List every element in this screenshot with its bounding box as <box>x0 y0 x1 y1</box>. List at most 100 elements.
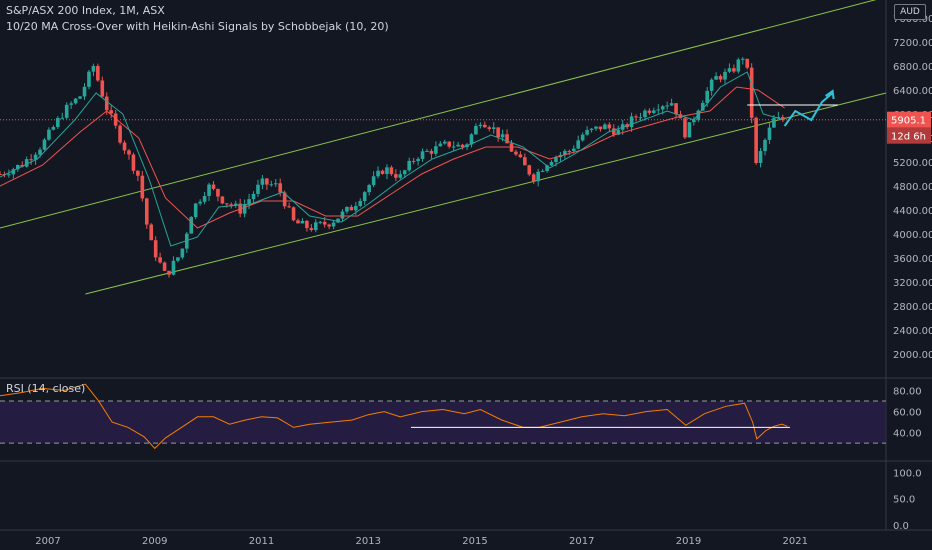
candle-up <box>69 103 73 105</box>
candle-up <box>763 139 767 152</box>
candle-up <box>402 170 407 175</box>
candle-up <box>242 204 247 214</box>
candle-up <box>536 171 540 182</box>
candle-down <box>567 150 572 152</box>
candle-down <box>113 113 118 126</box>
x-tick-label: 2019 <box>676 536 701 547</box>
candle-up <box>47 129 51 140</box>
currency-badge[interactable]: AUD <box>894 4 926 20</box>
candle-up <box>176 257 180 261</box>
candle-up <box>580 134 585 141</box>
candle-up <box>442 141 447 144</box>
candle-up <box>407 160 411 171</box>
candle-up <box>193 203 198 217</box>
candle-down <box>109 110 113 114</box>
candle-up <box>398 174 403 178</box>
candle-up <box>545 165 549 171</box>
candle-up <box>33 154 38 160</box>
y-tick-label: 3600.00 <box>893 254 932 265</box>
candle-up <box>727 68 732 72</box>
rsi-tick-label: 60.00 <box>893 408 922 419</box>
x-tick-label: 2009 <box>142 536 167 547</box>
candle-up <box>540 170 545 172</box>
candle-down <box>309 228 314 231</box>
candle-up <box>345 206 349 212</box>
candle-down <box>153 240 158 258</box>
candle-up <box>82 86 87 97</box>
candle-down <box>598 126 603 130</box>
candle-up <box>91 66 96 72</box>
candle-down <box>380 170 385 174</box>
channel-upper-line <box>0 0 877 229</box>
rsi-band <box>0 401 886 444</box>
candle-up <box>700 102 705 111</box>
x-tick-label: 2017 <box>569 536 594 547</box>
candle-down <box>296 220 300 224</box>
candle-down <box>411 160 416 162</box>
candle-up <box>500 134 505 138</box>
countdown-badge <box>887 127 931 144</box>
candle-up <box>15 164 20 170</box>
candle-down <box>394 174 398 178</box>
candle-down <box>487 127 492 129</box>
candle-up <box>367 185 371 193</box>
candle-up <box>456 144 460 147</box>
candle-up <box>340 211 345 219</box>
candle-down <box>216 188 220 197</box>
candle-down <box>29 159 33 161</box>
y-tick-label: 2400.00 <box>893 326 932 337</box>
candle-down <box>674 103 678 115</box>
candle-up <box>313 222 318 231</box>
candle-up <box>260 178 265 185</box>
candle-up <box>478 124 483 126</box>
y-tick-label: 7200.00 <box>893 38 932 49</box>
ma-fast-line <box>0 71 785 247</box>
x-tick-label: 2021 <box>783 536 808 547</box>
candle-up <box>554 157 558 162</box>
candle-up <box>233 203 238 206</box>
candle-down <box>514 151 518 155</box>
candle-down <box>496 127 500 138</box>
rsi-tick-label: 80.00 <box>893 387 922 398</box>
candle-down <box>122 142 127 151</box>
candle-up <box>776 117 781 119</box>
last-price-badge <box>887 111 931 128</box>
candle-down <box>131 154 136 171</box>
candle-up <box>563 150 567 155</box>
rsi-line <box>0 383 788 450</box>
candle-up <box>336 218 340 223</box>
candle-up <box>594 126 598 129</box>
candle-down <box>732 68 736 72</box>
y-tick-label: 6800.00 <box>893 62 932 73</box>
candle-up <box>87 71 91 87</box>
candle-up <box>585 130 589 135</box>
candle-up <box>669 103 674 106</box>
candle-down <box>104 96 109 111</box>
candle-up <box>772 118 776 128</box>
indicator-title: 10/20 MA Cross-Over with Heikin-Ashi Sig… <box>6 20 389 33</box>
y-tick-label: 3200.00 <box>893 278 932 289</box>
y-tick-label: 2800.00 <box>893 302 932 313</box>
candles <box>0 57 785 278</box>
candle-up <box>64 104 69 118</box>
candle-up <box>758 151 763 164</box>
candle-down <box>158 257 162 263</box>
candle-up <box>660 106 665 110</box>
candle-down <box>745 58 750 68</box>
candle-down <box>265 178 269 185</box>
channel-lower-line <box>85 92 887 295</box>
candle-up <box>376 170 380 177</box>
candle-down <box>96 66 100 81</box>
candle-down <box>140 175 145 199</box>
candle-up <box>652 110 656 113</box>
candle-up <box>354 205 358 211</box>
candle-up <box>767 127 772 140</box>
candle-down <box>287 206 291 208</box>
candle-up <box>714 76 718 80</box>
candle-up <box>180 248 185 258</box>
candle-down <box>305 220 309 229</box>
projection-arrowhead <box>825 89 835 100</box>
candle-down <box>483 124 487 128</box>
candle-up <box>434 146 438 154</box>
